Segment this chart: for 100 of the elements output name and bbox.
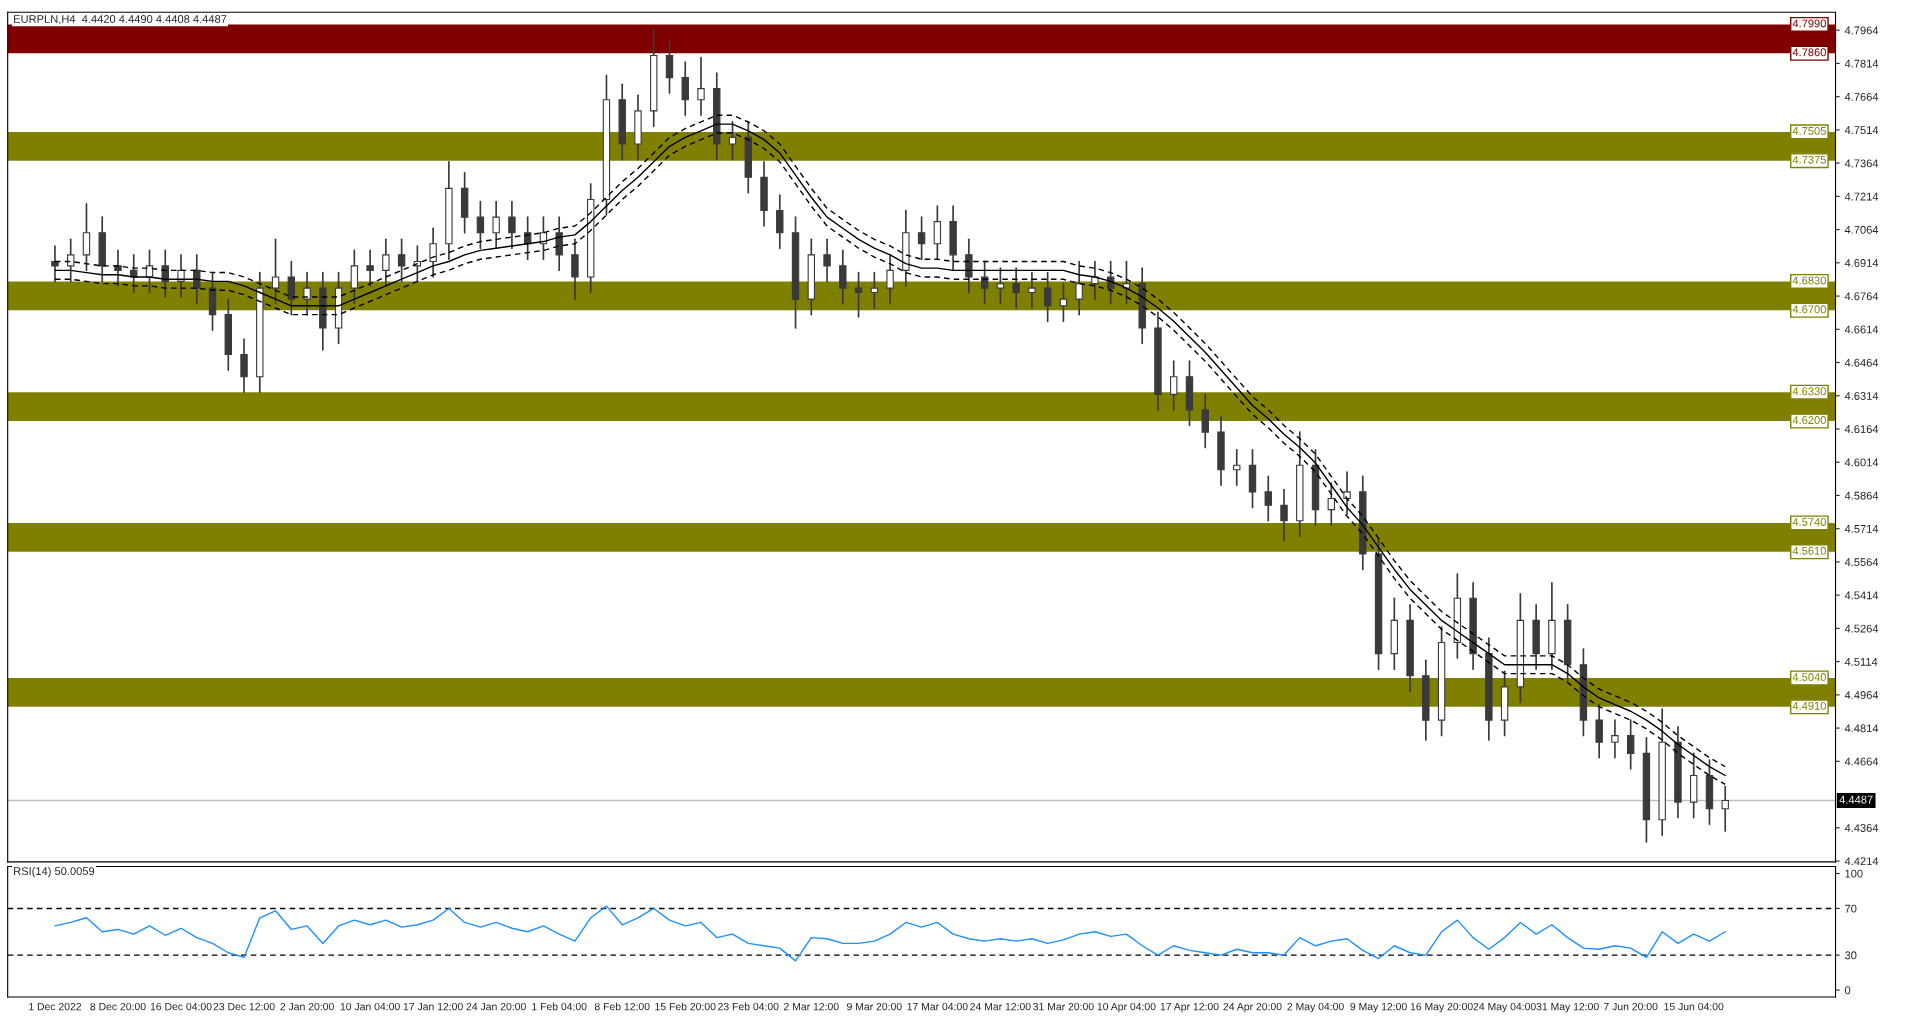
candlestick bbox=[996, 267, 1005, 305]
candlestick bbox=[366, 249, 374, 287]
candlestick bbox=[492, 200, 500, 250]
candlestick bbox=[397, 238, 406, 283]
annotation: 4.7375 bbox=[1792, 155, 1826, 164]
x-tick-label: 2 May 04:00 bbox=[1287, 1002, 1344, 1013]
candlestick bbox=[67, 238, 75, 283]
candlestick bbox=[571, 238, 579, 300]
annotation: 4.7860 bbox=[1792, 48, 1826, 57]
y-tick-label: 4.4664 bbox=[1844, 757, 1879, 766]
x-tick-label: 2 Jan 20:00 bbox=[280, 1002, 334, 1011]
candlestick bbox=[697, 56, 705, 117]
y-tick-label: 4.5864 bbox=[1844, 491, 1879, 500]
x-tick-label: 31 Mar 20:00 bbox=[1033, 1002, 1094, 1011]
y-tick-label: 4.5414 bbox=[1844, 591, 1879, 600]
x-tick-label: 10 Jan 04:00 bbox=[340, 1002, 400, 1011]
y-tick-label: 4.6764 bbox=[1844, 292, 1879, 301]
x-tick-label: 15 Feb 20:00 bbox=[655, 1002, 716, 1011]
candlestick bbox=[1012, 267, 1020, 309]
candlestick bbox=[776, 194, 784, 250]
x-tick-label: 2 Mar 12:00 bbox=[784, 1002, 839, 1011]
candlestick bbox=[728, 121, 737, 161]
y-tick-label: 4.4964 bbox=[1844, 691, 1879, 699]
candlestick bbox=[980, 260, 989, 305]
y-tick-label: 4.7514 bbox=[1844, 126, 1879, 135]
y-tick-label: 4.5114 bbox=[1844, 658, 1878, 666]
x-tick-label: 17 Mar 04:00 bbox=[907, 1002, 968, 1011]
candlestick bbox=[839, 249, 847, 305]
y-tick-label: 4.6014 bbox=[1844, 458, 1879, 467]
candlestick bbox=[665, 39, 674, 94]
x-tick-label: 9 May 12:00 bbox=[1350, 1002, 1407, 1013]
candlestick bbox=[429, 227, 437, 278]
x-tick-label: 1 Dec 2022 bbox=[29, 1002, 82, 1011]
y-tick-label: 4.4214 bbox=[1844, 857, 1879, 866]
candlestick bbox=[1595, 703, 1603, 759]
candlestick bbox=[177, 254, 185, 298]
y-tick-label: 4.7664 bbox=[1844, 92, 1879, 101]
y-tick-label: 4.4364 bbox=[1844, 824, 1879, 832]
candlestick bbox=[413, 245, 422, 283]
candlestick bbox=[823, 238, 831, 283]
y-tick-label: 4.6614 bbox=[1844, 325, 1879, 334]
candlestick bbox=[965, 238, 973, 294]
candlestick bbox=[1721, 785, 1729, 832]
x-tick-label: 24 May 04:00 bbox=[1473, 1002, 1536, 1013]
y-tick-label: 4.6164 bbox=[1844, 425, 1879, 434]
candlestick bbox=[240, 338, 248, 394]
candlestick bbox=[681, 61, 689, 117]
candlestick bbox=[1091, 260, 1099, 300]
x-tick-label: 31 May 12:00 bbox=[1536, 1002, 1599, 1013]
candlestick bbox=[854, 271, 863, 318]
y-tick-label: 4.5714 bbox=[1844, 525, 1879, 533]
y-tick-label: 4.6314 bbox=[1844, 392, 1879, 400]
x-tick-label: 8 Dec 20:00 bbox=[90, 1002, 146, 1011]
ref-line-label: 4.4487 bbox=[1839, 795, 1873, 804]
candlestick bbox=[1075, 260, 1083, 316]
y-tick-label: 0 bbox=[1844, 986, 1851, 995]
y-tick-label: 4.7064 bbox=[1844, 225, 1879, 234]
y-tick-label: 4.5264 bbox=[1844, 624, 1879, 633]
candlestick bbox=[303, 271, 311, 316]
line-series bbox=[54, 905, 1726, 962]
candlestick bbox=[114, 249, 122, 287]
candlestick bbox=[1028, 271, 1036, 309]
candlestick bbox=[382, 238, 390, 287]
y-tick-label: 4.7364 bbox=[1844, 159, 1879, 168]
x-tick-label: 24 Apr 20:00 bbox=[1223, 1002, 1282, 1013]
candlestick bbox=[51, 245, 59, 283]
candlestick bbox=[870, 271, 879, 309]
annotation: 4.6700 bbox=[1792, 305, 1826, 314]
annotation: 4.4910 bbox=[1792, 701, 1826, 710]
annotation: 4.6830 bbox=[1792, 276, 1826, 285]
candlestick bbox=[476, 200, 485, 250]
candlestick bbox=[1626, 719, 1635, 770]
x-tick-label: 7 Jun 20:00 bbox=[1603, 1002, 1658, 1011]
x-tick-label: 23 Dec 12:00 bbox=[213, 1002, 275, 1011]
candlestick bbox=[1611, 719, 1619, 759]
candlestick bbox=[193, 254, 201, 305]
annotation: 4.7505 bbox=[1792, 126, 1826, 135]
candlestick bbox=[1327, 482, 1335, 526]
candlestick bbox=[1233, 448, 1241, 487]
candlestick bbox=[886, 254, 894, 305]
x-tick-label: 24 Jan 20:00 bbox=[466, 1002, 526, 1011]
y-tick-label: 4.6914 bbox=[1844, 259, 1879, 267]
candlestick bbox=[1201, 393, 1209, 449]
x-tick-label: 9 Mar 20:00 bbox=[847, 1002, 902, 1011]
chart-title: RSI(14) 50.0059 bbox=[14, 866, 95, 878]
y-tick-label: 100 bbox=[1845, 869, 1863, 878]
candlestick bbox=[287, 260, 296, 316]
candlestick bbox=[1280, 488, 1288, 542]
x-tick-label: 23 Feb 04:00 bbox=[718, 1002, 779, 1011]
y-tick-label: 4.4814 bbox=[1844, 724, 1879, 733]
candlestick bbox=[508, 200, 516, 250]
x-tick-label: 17 Jan 12:00 bbox=[403, 1002, 463, 1011]
x-tick-label: 17 Apr 12:00 bbox=[1160, 1002, 1219, 1013]
candlestick bbox=[1264, 475, 1272, 522]
y-tick-label: 4.6464 bbox=[1844, 358, 1879, 367]
candlestick bbox=[350, 249, 359, 305]
y-tick-label: 4.7964 bbox=[1844, 26, 1879, 35]
x-tick-label: 10 Apr 04:00 bbox=[1097, 1002, 1156, 1013]
x-tick-label: 15 Jun 04:00 bbox=[1664, 1002, 1724, 1011]
annotation: 4.5610 bbox=[1792, 546, 1826, 555]
